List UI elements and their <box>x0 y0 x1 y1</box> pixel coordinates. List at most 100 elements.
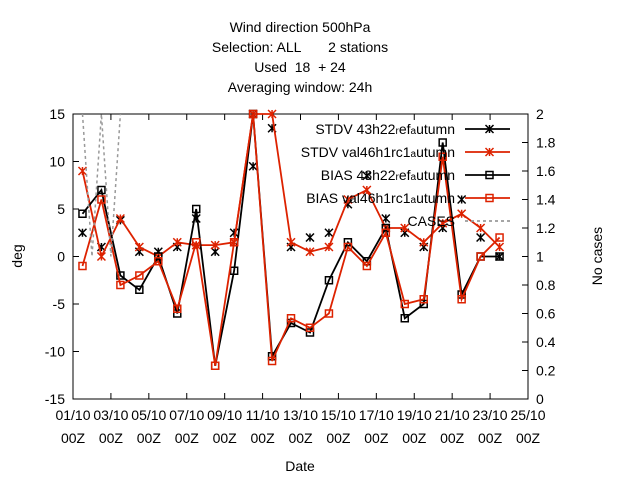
data-point <box>400 314 410 323</box>
x-tick-label-date: 13/10 <box>283 407 318 423</box>
data-point <box>77 166 88 176</box>
x-tick-label-hour: 00Z <box>99 430 124 446</box>
legend-label-part: r <box>395 126 399 137</box>
legend-label-part: utumn <box>416 167 455 183</box>
x-axis-label: Date <box>285 458 315 474</box>
title-line-3: Used 18 + 24 <box>254 59 346 75</box>
data-point <box>495 252 504 261</box>
x-tick-label-date: 23/10 <box>473 407 508 423</box>
data-point <box>267 109 277 119</box>
data-point <box>191 238 201 247</box>
y2-tick-label: 1.4 <box>536 192 556 208</box>
data-point <box>286 314 296 323</box>
x-tick-label-date: 17/10 <box>359 407 394 423</box>
legend-label-part: r <box>395 172 399 183</box>
legend-label: STDV 43h22refautumn <box>315 121 455 137</box>
x-tick-label-date: 11/10 <box>246 407 280 423</box>
data-point <box>154 257 163 266</box>
data-point <box>419 237 429 247</box>
data-point <box>457 209 467 219</box>
data-point <box>97 185 106 195</box>
y2-tick-label: 1.6 <box>536 163 556 179</box>
x-tick-label-hour: 00Z <box>364 430 389 446</box>
data-point <box>324 228 334 238</box>
data-point <box>210 361 220 370</box>
legend-label-part: STDV 43h22 <box>315 121 395 137</box>
series-layer <box>77 109 505 370</box>
x-tick-label-date: 15/10 <box>321 407 356 423</box>
data-point <box>457 194 467 205</box>
data-point <box>97 195 106 204</box>
legend-label-part: utumn <box>416 190 455 206</box>
x-tick-label-date: 07/10 <box>169 407 204 423</box>
data-point <box>419 299 428 309</box>
legend-label-part: a <box>411 172 417 183</box>
legend-label-part: STDV val46h1rc1 <box>301 144 411 160</box>
y2-tick-label: 0.6 <box>536 306 556 322</box>
y-tick-label: -15 <box>45 391 65 407</box>
x-tick-label-hour: 00Z <box>326 430 351 446</box>
x-tick-label-hour: 00Z <box>61 430 86 446</box>
legend-label-part: ef <box>399 121 411 137</box>
x-tick-label-hour: 00Z <box>478 430 503 446</box>
y2-tick-label: 1 <box>536 249 544 265</box>
data-point <box>248 161 258 171</box>
y2-tick-label: 0.4 <box>536 334 556 350</box>
legend-label-part: utumn <box>416 144 455 160</box>
y-tick-label: 5 <box>57 201 65 217</box>
y2-axis-ticks: 0 0.2 0.4 0.6 0.8 1 1.2 1.4 1.6 1.8 2 <box>522 106 556 407</box>
x-tick-label-hour: 00Z <box>137 430 162 446</box>
chart-title: Wind direction 500hPa Selection: ALL 2 s… <box>212 19 388 95</box>
legend-label: CASES <box>408 213 455 229</box>
x-axis-ticks: 01/10 00Z 03/10 00Z 05/10 00Z 07/10 00Z 09/10 00Z… <box>55 114 546 446</box>
data-point <box>134 242 144 252</box>
legend-label-part: BIAS 43h22 <box>321 167 396 183</box>
legend-item: STDV 43h22refautumn <box>315 121 510 137</box>
data-point <box>495 242 505 252</box>
legend-marker <box>484 124 495 134</box>
data-point <box>305 323 315 332</box>
data-point <box>78 261 87 271</box>
y2-tick-label: 1.8 <box>536 135 556 151</box>
x-tick-label-date: 03/10 <box>93 407 128 423</box>
data-point <box>286 237 296 247</box>
data-point <box>362 261 372 271</box>
legend-label-part: CASES <box>408 213 455 229</box>
data-point <box>305 328 315 337</box>
data-point <box>229 238 239 247</box>
x-tick-label-hour: 00Z <box>288 430 313 446</box>
y2-tick-label: 2 <box>536 106 544 122</box>
y-tick-label: 0 <box>57 249 65 265</box>
title-line-2: Selection: ALL 2 stations <box>212 39 388 55</box>
x-tick-label-hour: 00Z <box>213 430 238 446</box>
legend-label-part: a <box>411 195 417 206</box>
x-tick-label-date: 09/10 <box>207 407 242 423</box>
legend-item: BIAS val46h1rc1autumn <box>306 190 510 206</box>
data-point <box>135 285 144 294</box>
series-line <box>81 113 501 366</box>
legend-marker <box>485 193 494 203</box>
x-tick-label-hour: 00Z <box>175 430 200 446</box>
x-tick-label-date: 01/10 <box>55 407 90 423</box>
data-point <box>400 299 410 309</box>
legend-item: BIAS 43h22refautumn <box>321 167 510 183</box>
data-point <box>210 240 220 250</box>
y2-tick-label: 0.2 <box>536 363 556 379</box>
data-point <box>476 232 486 243</box>
y-axis-label: deg <box>9 244 25 267</box>
data-point <box>324 309 334 318</box>
y-tick-label: -10 <box>45 344 65 360</box>
x-tick-label-date: 05/10 <box>131 407 166 423</box>
series-line <box>81 113 122 257</box>
y2-tick-label: 0 <box>536 391 544 407</box>
data-point <box>173 304 182 313</box>
data-point <box>324 276 334 285</box>
x-tick-label-date: 19/10 <box>397 407 432 423</box>
data-point <box>362 185 372 195</box>
data-point <box>96 251 106 262</box>
x-tick-label-hour: 00Z <box>251 430 276 446</box>
data-point <box>154 252 163 261</box>
y2-tick-label: 0.8 <box>536 277 556 293</box>
data-point <box>248 109 258 119</box>
